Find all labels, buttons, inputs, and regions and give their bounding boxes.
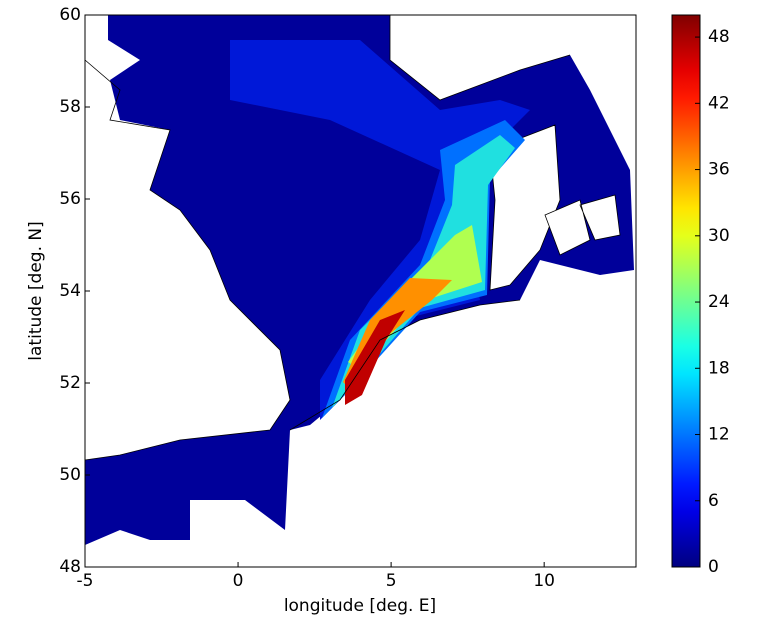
colorbar-tick-label: 48 <box>708 27 730 47</box>
x-tick-label: 5 <box>386 571 397 591</box>
colorbar-tick-label: 12 <box>708 425 730 445</box>
colorbar-tick-label: 30 <box>708 226 730 246</box>
y-tick-label: 50 <box>59 465 81 485</box>
colorbar-tick-label: 42 <box>708 93 730 113</box>
coastline <box>84 15 571 461</box>
y-tick-label: 48 <box>59 557 81 577</box>
y-axis-label: latitude [deg. N] <box>26 221 46 360</box>
x-tick-label: 0 <box>233 571 244 591</box>
x-tick-label: -5 <box>77 571 94 591</box>
colorbar <box>671 14 701 568</box>
land-denmark <box>489 124 561 291</box>
colorbar-tick-label: 6 <box>708 491 719 511</box>
colorbar-tick-label: 0 <box>708 557 719 577</box>
x-tick-label: 10 <box>533 571 555 591</box>
land-islands <box>544 194 621 256</box>
y-tick-label: 60 <box>59 5 81 25</box>
colorbar-tick-label: 36 <box>708 160 730 180</box>
y-tick-label: 54 <box>59 281 81 301</box>
y-tick-label: 56 <box>59 189 81 209</box>
y-tick-label: 52 <box>59 373 81 393</box>
contour-level <box>345 310 405 405</box>
colorbar-tick-label: 24 <box>708 292 730 312</box>
colorbar-tick-label: 18 <box>708 358 730 378</box>
map <box>84 15 636 567</box>
contour-level <box>230 40 530 420</box>
y-tick-label: 58 <box>59 97 81 117</box>
x-axis-label: longitude [deg. E] <box>284 596 436 616</box>
